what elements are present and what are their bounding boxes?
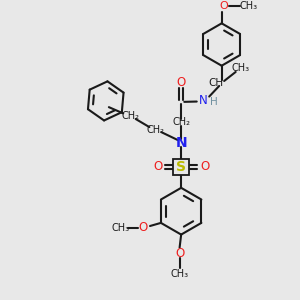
Text: CH₂: CH₂ [147,124,165,135]
Text: N: N [199,94,208,107]
Text: CH₂: CH₂ [172,117,190,128]
Text: H: H [210,97,218,107]
Text: CH: CH [208,78,224,88]
Text: CH₃: CH₃ [232,63,250,73]
Text: S: S [176,160,186,174]
Text: O: O [138,221,148,234]
Text: CH₃: CH₃ [239,1,257,11]
Text: O: O [175,247,184,260]
Text: O: O [153,160,162,173]
Text: O: O [176,76,186,89]
Text: CH₂: CH₂ [121,112,139,122]
Text: CH₃: CH₃ [111,223,130,232]
Text: N: N [175,136,187,150]
Text: O: O [220,1,228,11]
FancyBboxPatch shape [173,159,189,175]
Text: O: O [200,160,209,173]
Text: CH₃: CH₃ [170,268,189,278]
